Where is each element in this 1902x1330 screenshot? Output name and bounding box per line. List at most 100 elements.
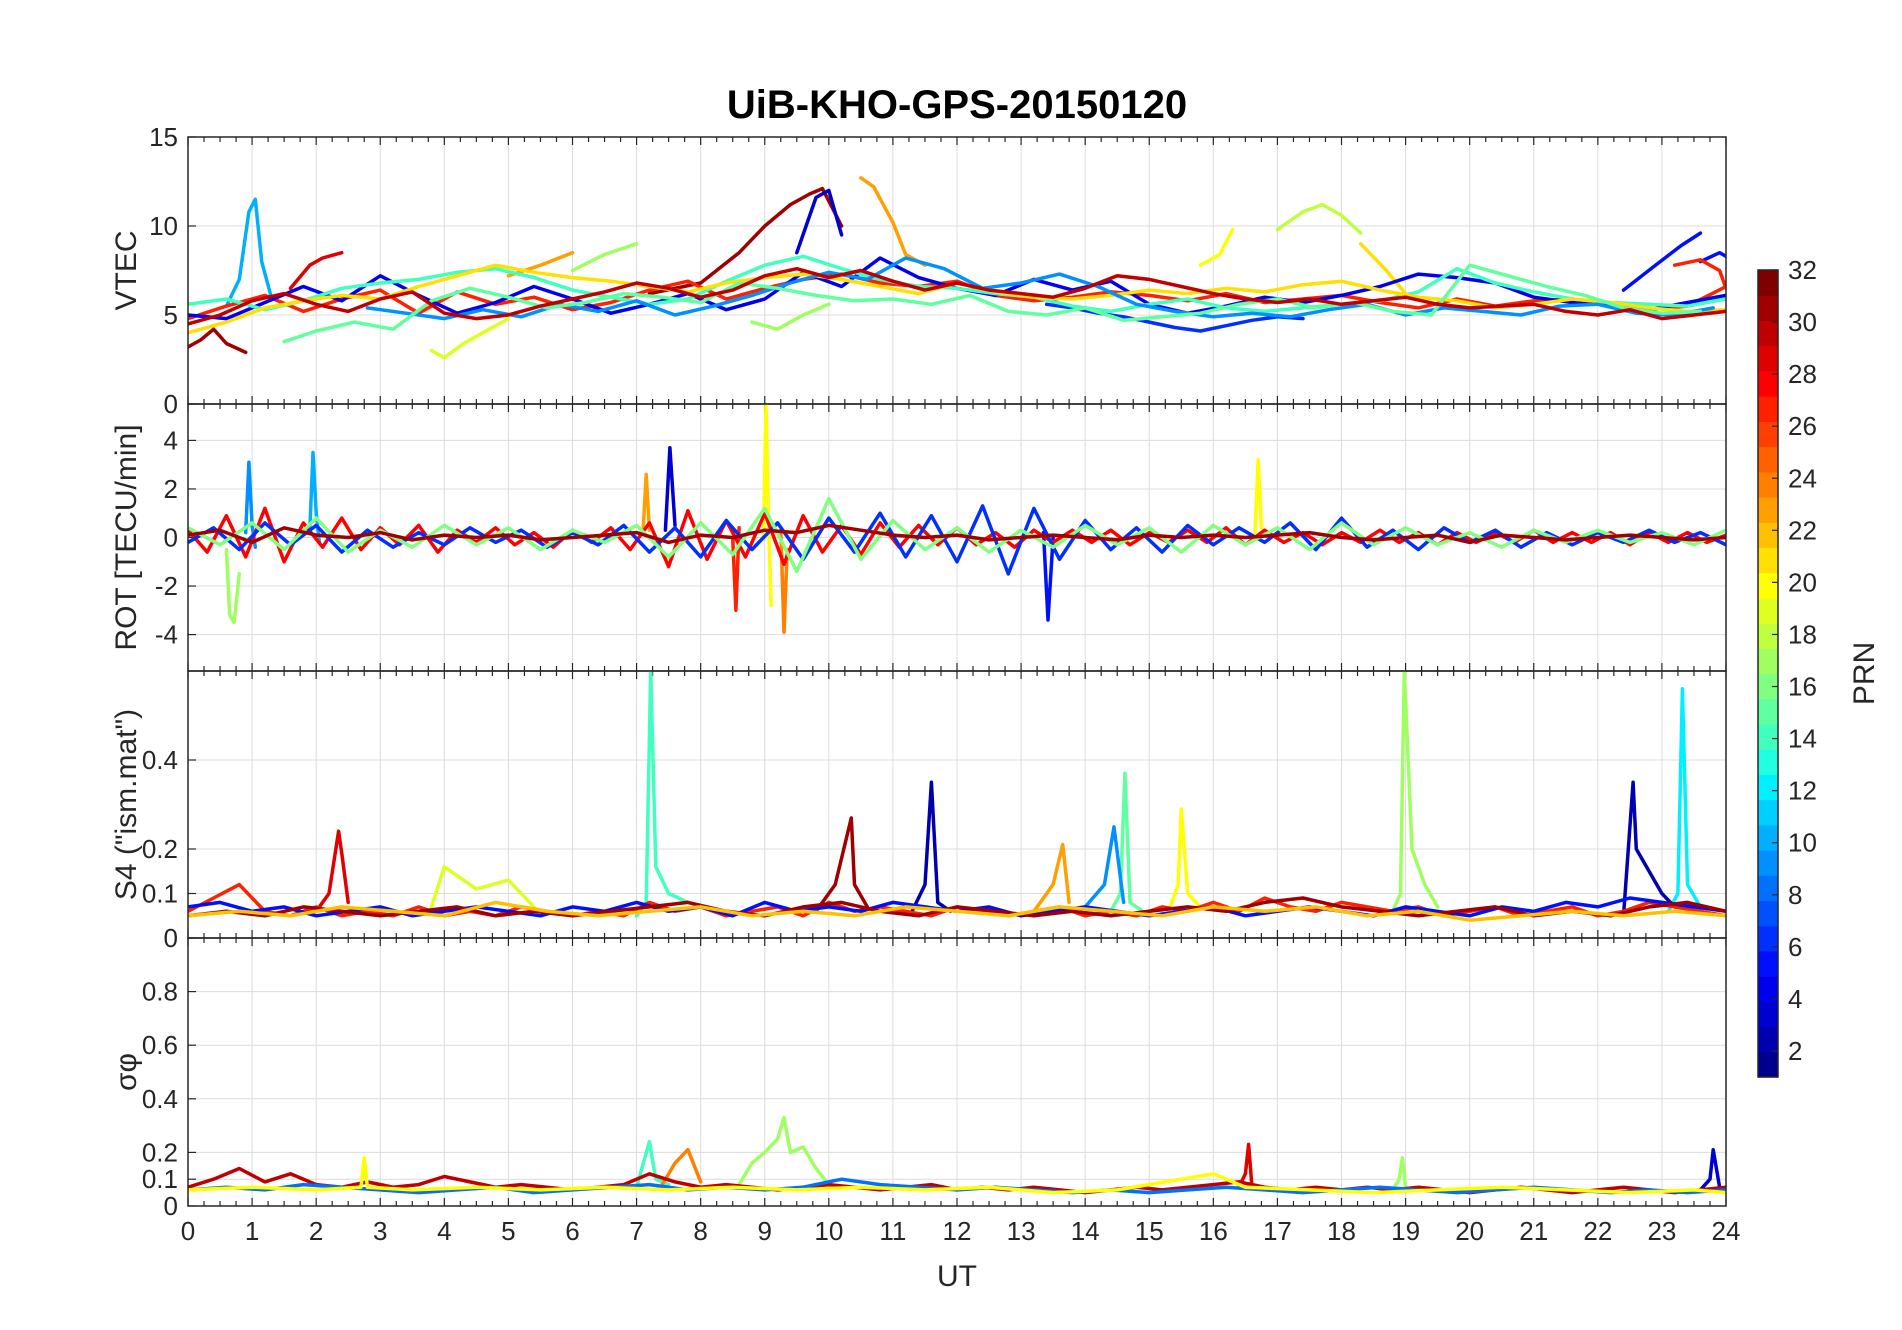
colorbar-segment (1758, 875, 1778, 902)
series-line-prn-31 (188, 523, 1726, 545)
series-line-prn-17 (1391, 1156, 1408, 1192)
colorbar-segment (1758, 1051, 1778, 1078)
y-tick-label: 0 (164, 523, 178, 553)
colorbar-tick-label: 22 (1788, 515, 1817, 545)
series-line-prn-31 (188, 896, 1726, 918)
x-tick-label: 3 (373, 1216, 387, 1246)
series-line-prn-5 (1698, 250, 1726, 264)
colorbar-segment (1758, 421, 1778, 448)
series-line-prn-17 (224, 547, 242, 625)
colorbar-segment (1758, 396, 1778, 422)
series-line-prn-30 (188, 266, 1726, 326)
series-line-prn-20 (1166, 807, 1203, 914)
x-tick-label: 12 (943, 1216, 972, 1246)
series-group (188, 176, 1726, 360)
series-line-prn-17 (737, 1115, 831, 1187)
colorbar-segment (1758, 1026, 1778, 1053)
x-tick-label: 23 (1647, 1216, 1676, 1246)
colorbar-tick-label: 8 (1788, 880, 1802, 910)
series-line-prn-9 (365, 256, 1715, 321)
series-line-prn-3 (663, 445, 677, 532)
x-tick-label: 0 (181, 1216, 195, 1246)
series-line-prn-12 (1666, 687, 1703, 914)
series-line-prn-20 (761, 404, 773, 608)
y-tick-label: 0.4 (142, 1084, 178, 1114)
y-tick-label: 0.1 (142, 879, 178, 909)
y-tick-label: 2 (164, 474, 178, 504)
series-line-prn-6 (1044, 302, 1305, 333)
x-axis-label: UT (937, 1260, 977, 1293)
panel-rot: -4 -2 0 2 4 ROT [TECU/min] (110, 403, 1727, 672)
series-line-prn-2 (1621, 780, 1677, 918)
colorbar-segment (1758, 698, 1778, 725)
x-tick-label: 9 (758, 1216, 772, 1246)
colorbar-segment (1758, 850, 1778, 876)
x-axis: 0 1 2 3 4 5 6 7 8 9 10 11 12 13 14 15 16 17 18 19 20 21 22 23 24 (181, 1216, 1741, 1246)
colorbar-tick-label: 32 (1788, 255, 1817, 285)
colorbar-label: PRN (1848, 642, 1881, 705)
x-tick-label: 10 (814, 1216, 843, 1246)
x-tick-label: 15 (1135, 1216, 1164, 1246)
series-line-prn-27 (1672, 258, 1726, 291)
colorbar-segment (1758, 950, 1778, 977)
y-axis-label: VTEC (110, 230, 143, 310)
colorbar-segment (1758, 345, 1778, 372)
series-line-prn-23 (506, 250, 575, 278)
x-tick-label: 17 (1263, 1216, 1292, 1246)
series-line-prn-5 (1041, 530, 1055, 622)
series-line-prn-16 (188, 496, 1726, 574)
series-line-prn-31 (188, 327, 248, 355)
y-tick-label: 15 (149, 122, 178, 152)
series-line-prn-10 (224, 197, 274, 308)
colorbar-tick-label: 30 (1788, 307, 1817, 337)
panel-frame (187, 937, 1727, 1207)
series-line-prn-14 (188, 254, 1726, 314)
y-axis-label: ROT [TECU/min] (110, 424, 143, 650)
colorbar-segment (1758, 976, 1778, 1002)
series-group (188, 404, 1726, 634)
series-line-prn-5 (1621, 231, 1703, 292)
y-tick-label: 0 (164, 1191, 178, 1221)
series-group (188, 1115, 1726, 1195)
series-line-prn-18 (1275, 202, 1363, 235)
x-tick-label: 22 (1583, 1216, 1612, 1246)
series-line-prn-17 (1391, 671, 1440, 914)
colorbar-tick-label: 14 (1788, 724, 1817, 754)
colorbar-segment (1758, 446, 1778, 473)
x-tick-label: 18 (1327, 1216, 1356, 1246)
series-line-prn-19 (429, 865, 536, 909)
series-line-prn-3 (1698, 1147, 1722, 1192)
y-tick-label: -2 (155, 571, 178, 601)
colorbar-segment (1758, 673, 1778, 700)
x-tick-label: 14 (1071, 1216, 1100, 1246)
panel-sigma-phi: 00.10.2 0.4 0.6 0.8 σφ (110, 937, 1727, 1221)
series-line-prn-24 (779, 528, 789, 634)
series-line-prn-2 (910, 780, 953, 914)
series-line-prn-23 (1032, 842, 1071, 914)
x-tick-label: 4 (437, 1216, 451, 1246)
x-tick-label: 6 (565, 1216, 579, 1246)
colorbar-tick-label: 24 (1788, 463, 1817, 493)
series-line-prn-24 (660, 1147, 703, 1187)
series-line-prn-15 (1109, 771, 1145, 914)
series-line-prn-19 (429, 316, 511, 360)
series-line-prn-17 (750, 302, 831, 331)
panel-vtec: 0 5 10 15 VTEC (110, 122, 1727, 419)
y-tick-label: 0 (164, 389, 178, 419)
colorbar-segment (1758, 597, 1778, 624)
colorbar-segment (1758, 270, 1778, 296)
series-line-prn-27 (188, 272, 1726, 321)
x-tick-label: 19 (1391, 1216, 1420, 1246)
colorbar-segment (1758, 572, 1778, 599)
colorbar-tick-label: 28 (1788, 359, 1817, 389)
colorbar-tick-label: 2 (1788, 1036, 1802, 1066)
x-tick-label: 8 (693, 1216, 707, 1246)
series-line-prn-29 (314, 829, 350, 914)
series-line-prn-17 (570, 242, 639, 273)
y-axis-label: σφ (110, 1053, 143, 1091)
series-line-prn-27 (730, 526, 741, 613)
x-tick-label: 20 (1455, 1216, 1484, 1246)
y-tick-label: 0 (164, 923, 178, 953)
colorbar-tick-label: 4 (1788, 984, 1802, 1014)
